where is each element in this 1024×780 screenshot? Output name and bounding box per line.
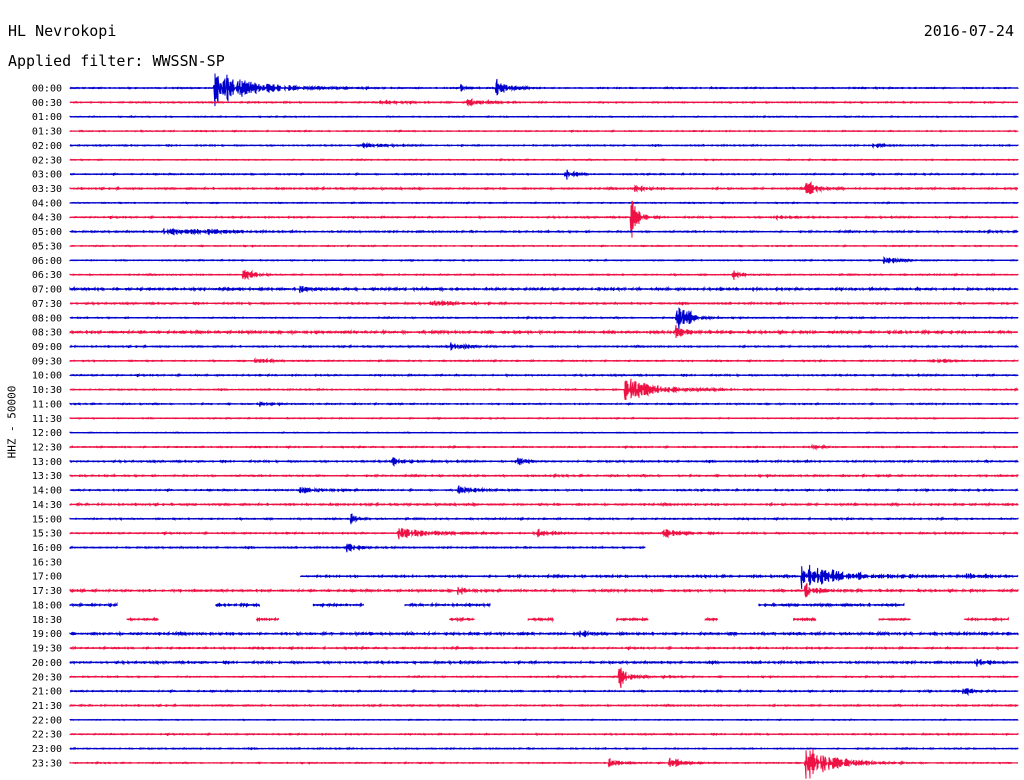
row-time-label: 19:00 (32, 629, 62, 640)
trace-line (300, 564, 1019, 590)
row-time-label: 23:00 (32, 744, 62, 755)
row-time-label: 08:30 (32, 328, 62, 339)
row-time-label: 00:00 (32, 84, 62, 95)
row-time-label: 08:00 (32, 313, 62, 324)
row-time-label: 05:30 (32, 241, 62, 252)
row-time-label: 04:30 (32, 213, 62, 224)
row-time-label: 21:30 (32, 701, 62, 712)
row-time-label: 01:00 (32, 112, 62, 123)
row-time-label: 10:30 (32, 385, 62, 396)
row-time-label: 01:30 (32, 127, 62, 138)
row-time-label: 20:00 (32, 658, 62, 669)
row-time-label: 18:00 (32, 600, 62, 611)
row-time-label: 20:30 (32, 672, 62, 683)
row-time-label: 15:30 (32, 529, 62, 540)
row-time-label: 02:30 (32, 155, 62, 166)
row-time-label: 04:00 (32, 198, 62, 209)
row-time-label: 22:30 (32, 730, 62, 741)
trace-line (69, 748, 1019, 779)
row-time-label: 14:30 (32, 500, 62, 511)
row-time-label: 16:00 (32, 543, 62, 554)
row-time-label: 03:30 (32, 184, 62, 195)
row-time-label: 17:30 (32, 586, 62, 597)
row-time-label: 03:00 (32, 170, 62, 181)
row-time-label: 14:00 (32, 486, 62, 497)
row-time-label: 15:00 (32, 514, 62, 525)
row-time-label: 05:00 (32, 227, 62, 238)
row-time-label: 10:00 (32, 371, 62, 382)
row-time-label: 13:30 (32, 471, 62, 482)
row-time-label: 02:00 (32, 141, 62, 152)
row-time-label: 06:30 (32, 270, 62, 281)
row-time-label: 18:30 (32, 615, 62, 626)
row-time-label: 19:30 (32, 644, 62, 655)
row-time-label: 16:30 (32, 557, 62, 568)
date-label: 2016-07-24 (923, 22, 1014, 40)
trace-line (69, 324, 1018, 338)
trace-line (69, 307, 1019, 330)
station-title: HL Nevrokopi (8, 22, 117, 40)
row-time-label: 21:00 (32, 687, 62, 698)
row-time-label: 09:00 (32, 342, 62, 353)
row-time-label: 07:00 (32, 285, 62, 296)
trace-line (69, 73, 1019, 107)
row-time-label: 13:00 (32, 457, 62, 468)
trace-line (69, 667, 1019, 689)
row-time-label: 11:30 (32, 414, 62, 425)
row-time-label: 22:00 (32, 715, 62, 726)
row-time-label: 23:30 (32, 758, 62, 769)
row-time-label: 17:00 (32, 572, 62, 583)
row-time-label: 07:30 (32, 299, 62, 310)
row-time-label: 00:30 (32, 98, 62, 109)
row-time-label: 12:00 (32, 428, 62, 439)
row-time-label: 06:00 (32, 256, 62, 267)
row-time-label: 09:30 (32, 356, 62, 367)
row-time-label: 12:30 (32, 443, 62, 454)
row-time-label: 11:00 (32, 399, 62, 410)
filter-label: Applied filter: WWSSN-SP (8, 52, 225, 70)
